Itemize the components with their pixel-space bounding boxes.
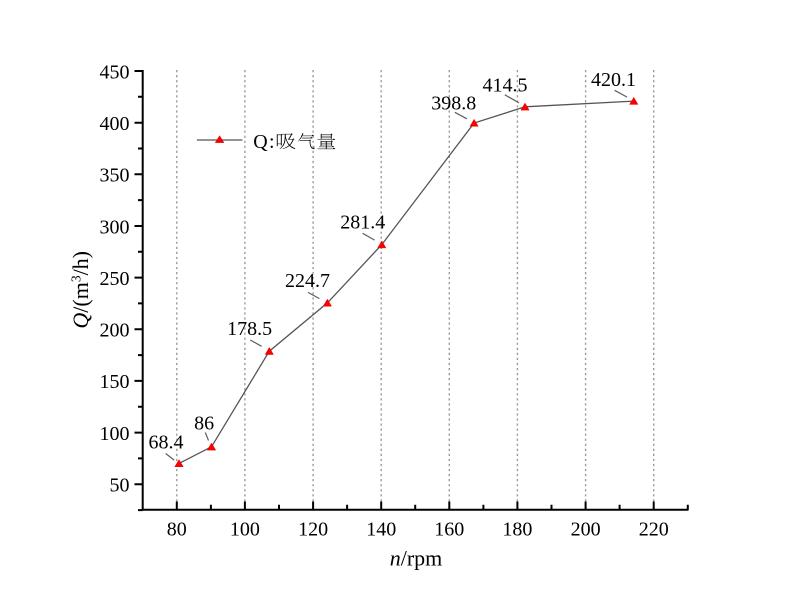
svg-text:224.7: 224.7: [285, 270, 330, 292]
svg-text:414.5: 414.5: [483, 75, 528, 97]
svg-text:150: 150: [100, 371, 130, 393]
svg-text:80: 80: [167, 519, 187, 541]
svg-text:100: 100: [230, 519, 260, 541]
svg-text:68.4: 68.4: [149, 432, 184, 454]
svg-text:350: 350: [100, 165, 130, 187]
svg-text:300: 300: [100, 216, 130, 238]
svg-text:200: 200: [571, 519, 601, 541]
svg-text:140: 140: [366, 519, 396, 541]
svg-text:n/rpm: n/rpm: [390, 546, 443, 571]
svg-text:178.5: 178.5: [227, 318, 272, 340]
svg-text:100: 100: [100, 423, 130, 445]
svg-text:420.1: 420.1: [591, 69, 636, 91]
svg-text:180: 180: [502, 519, 532, 541]
svg-text:398.8: 398.8: [431, 92, 476, 114]
svg-text:450: 450: [100, 61, 130, 83]
svg-text:Q/(m3/h): Q/(m3/h): [68, 251, 93, 329]
svg-text:86: 86: [194, 413, 214, 435]
svg-text:400: 400: [100, 113, 130, 135]
svg-text:160: 160: [434, 519, 464, 541]
svg-text:281.4: 281.4: [340, 211, 385, 233]
svg-text:120: 120: [298, 519, 328, 541]
svg-text:Q:: Q:: [253, 131, 274, 153]
svg-text:250: 250: [100, 268, 130, 290]
svg-text:50: 50: [110, 475, 130, 497]
svg-text:220: 220: [639, 519, 669, 541]
svg-text:200: 200: [100, 320, 130, 342]
